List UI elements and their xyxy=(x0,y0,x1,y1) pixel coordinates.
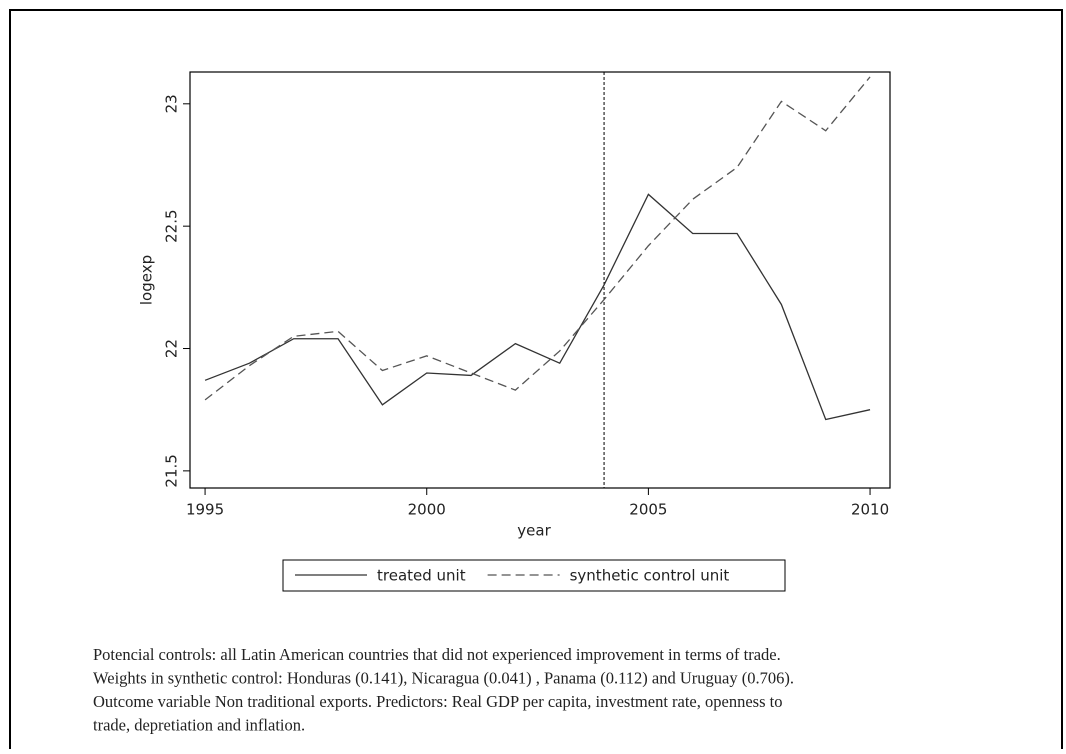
legend-label: synthetic control unit xyxy=(570,567,730,585)
y-tick-label: 22.5 xyxy=(163,209,181,242)
legend-label: treated unit xyxy=(377,567,466,585)
caption-line: Outcome variable Non traditional exports… xyxy=(93,692,782,711)
x-tick-label: 2005 xyxy=(629,501,667,519)
plot-area xyxy=(189,71,891,489)
caption-line: Weights in synthetic control: Honduras (… xyxy=(93,669,794,688)
y-axis-label: logexp xyxy=(138,255,156,305)
y-tick-label: 23 xyxy=(163,94,181,113)
x-tick-label: 2000 xyxy=(408,501,446,519)
caption-line: Potencial controls: all Latin American c… xyxy=(93,645,781,664)
caption-line: trade, depretiation and inflation. xyxy=(93,716,305,735)
series-line xyxy=(204,193,871,421)
y-tick-label: 21.5 xyxy=(163,454,181,487)
frame xyxy=(9,9,1063,754)
y-tick-label: 22 xyxy=(163,339,181,358)
x-tick-label: 2010 xyxy=(851,501,889,519)
x-tick-label: 1995 xyxy=(186,501,224,519)
series-line xyxy=(204,76,871,401)
legend-box xyxy=(282,559,786,592)
x-axis-label: year xyxy=(517,522,551,540)
